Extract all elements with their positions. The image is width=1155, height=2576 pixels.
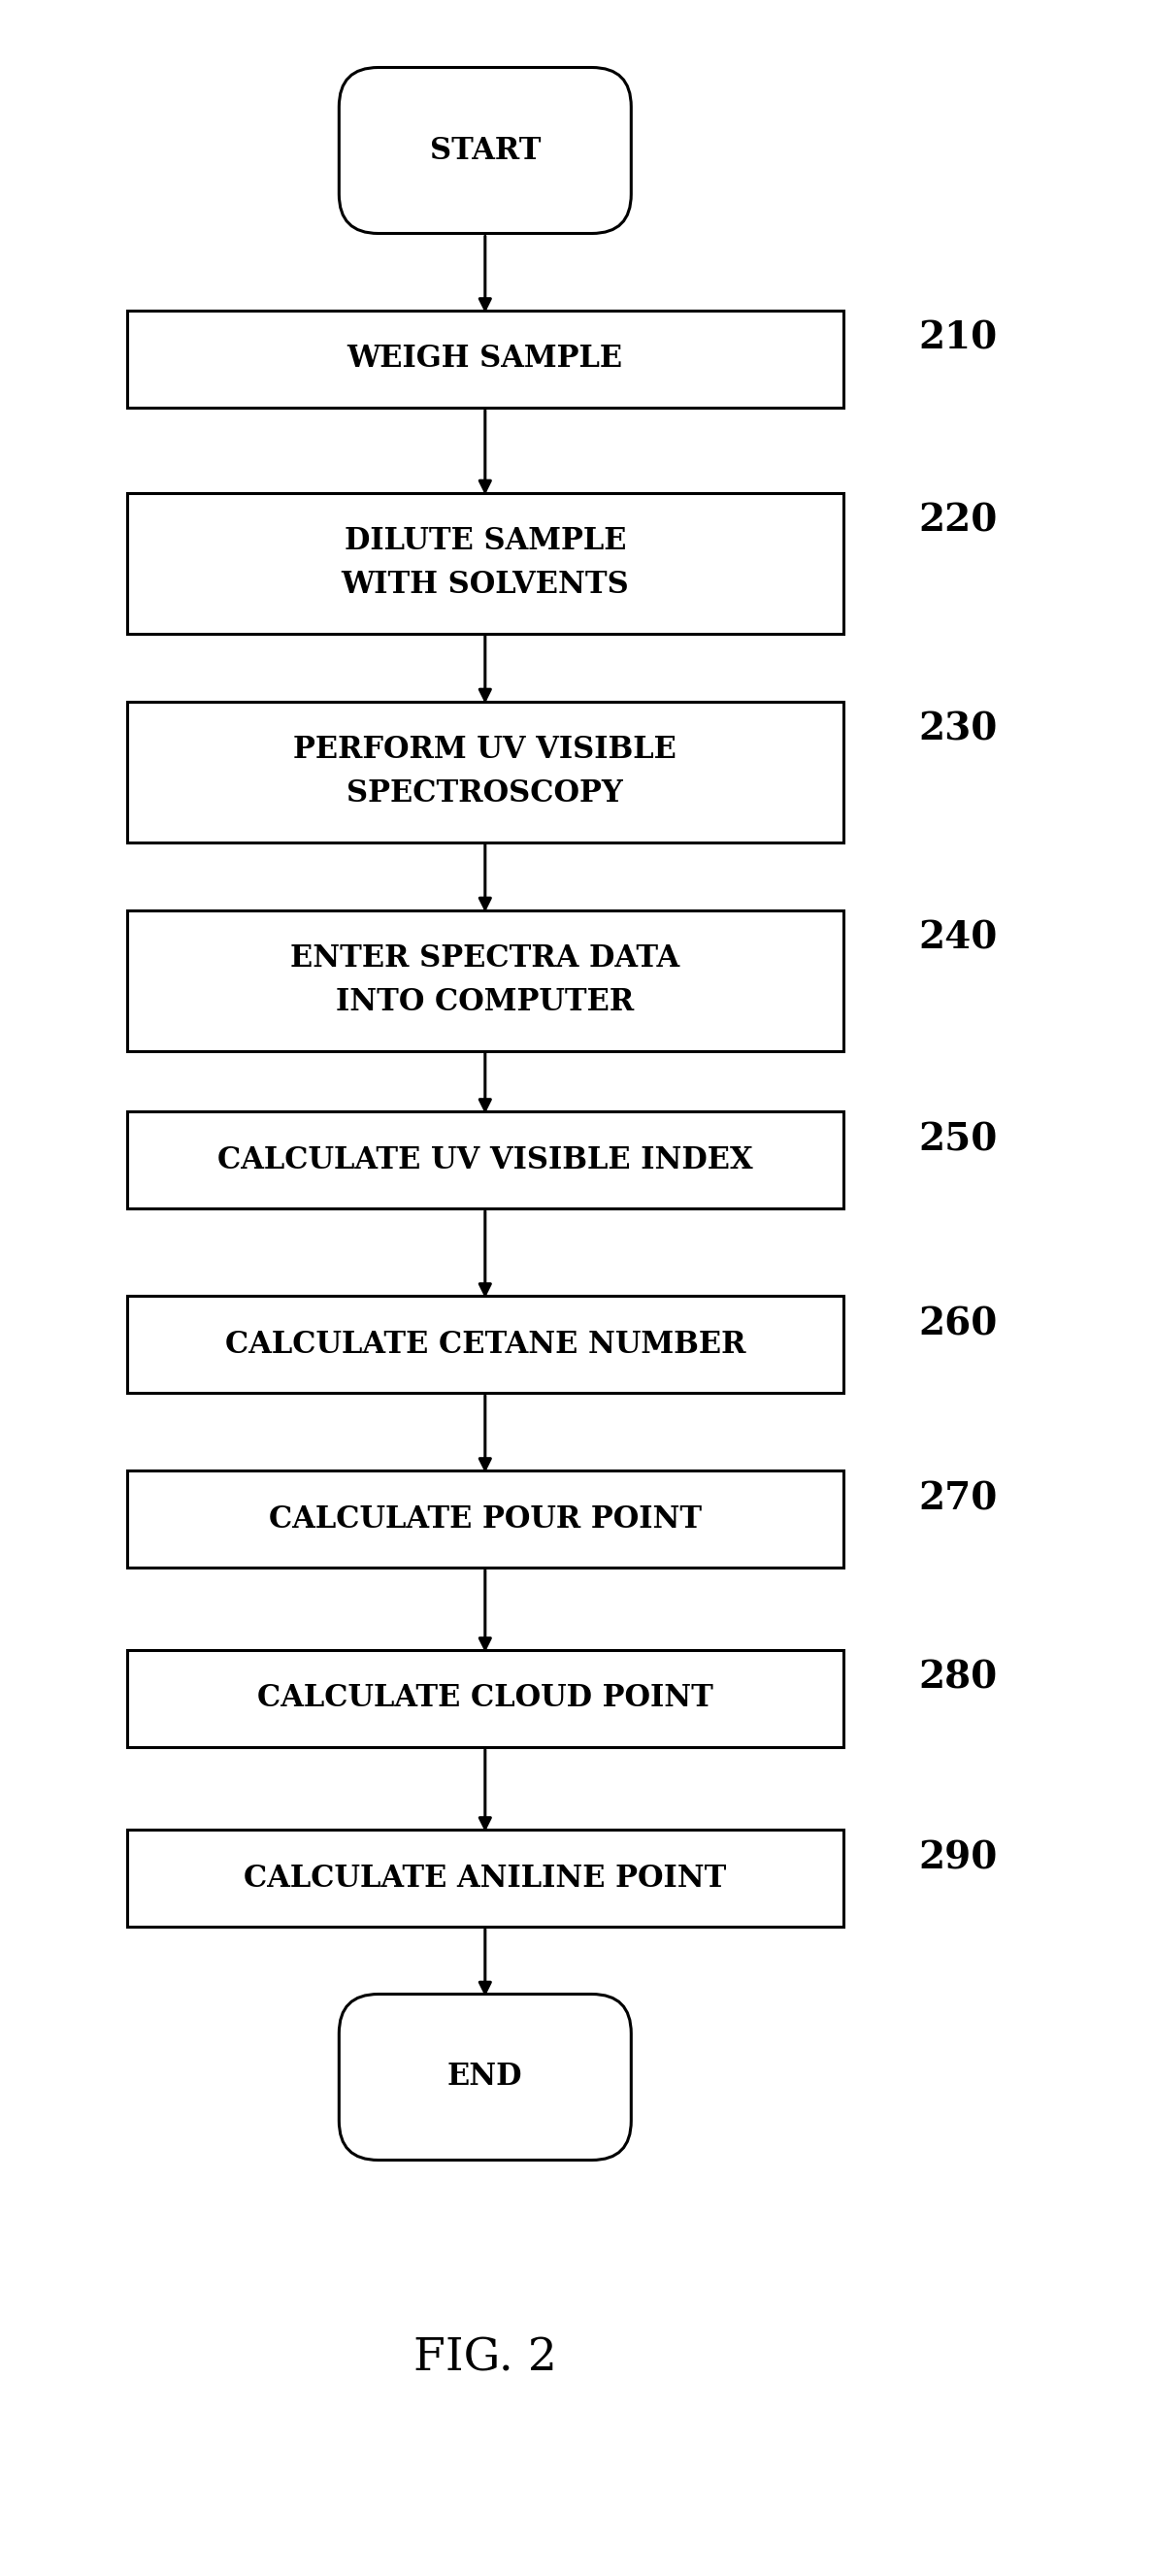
- FancyBboxPatch shape: [127, 1296, 843, 1394]
- Text: CALCULATE UV VISIBLE INDEX: CALCULATE UV VISIBLE INDEX: [217, 1144, 753, 1175]
- FancyBboxPatch shape: [127, 1110, 843, 1208]
- FancyBboxPatch shape: [127, 909, 843, 1051]
- Text: CALCULATE CETANE NUMBER: CALCULATE CETANE NUMBER: [225, 1329, 745, 1360]
- FancyBboxPatch shape: [127, 1651, 843, 1747]
- FancyBboxPatch shape: [127, 1471, 843, 1569]
- Text: CALCULATE POUR POINT: CALCULATE POUR POINT: [269, 1504, 701, 1535]
- Text: WEIGH SAMPLE: WEIGH SAMPLE: [348, 345, 623, 374]
- Text: FIG. 2: FIG. 2: [413, 2336, 557, 2380]
- Text: 210: 210: [918, 319, 997, 358]
- Text: 260: 260: [918, 1306, 997, 1342]
- Text: PERFORM UV VISIBLE
SPECTROSCOPY: PERFORM UV VISIBLE SPECTROSCOPY: [293, 734, 677, 809]
- Text: 220: 220: [918, 502, 997, 538]
- Text: END: END: [447, 2061, 523, 2092]
- Text: 290: 290: [918, 1839, 997, 1875]
- Text: 230: 230: [918, 711, 997, 747]
- Text: 240: 240: [918, 920, 997, 956]
- FancyBboxPatch shape: [127, 701, 843, 842]
- Text: CALCULATE CLOUD POINT: CALCULATE CLOUD POINT: [258, 1685, 713, 1713]
- Text: 250: 250: [918, 1121, 997, 1159]
- FancyBboxPatch shape: [340, 67, 631, 234]
- Text: START: START: [430, 137, 541, 165]
- Text: ENTER SPECTRA DATA
INTO COMPUTER: ENTER SPECTRA DATA INTO COMPUTER: [290, 943, 680, 1018]
- FancyBboxPatch shape: [127, 492, 843, 634]
- FancyBboxPatch shape: [127, 1829, 843, 1927]
- Text: DILUTE SAMPLE
WITH SOLVENTS: DILUTE SAMPLE WITH SOLVENTS: [341, 526, 629, 600]
- Text: 280: 280: [918, 1659, 997, 1698]
- Text: CALCULATE ANILINE POINT: CALCULATE ANILINE POINT: [244, 1862, 726, 1893]
- FancyBboxPatch shape: [127, 312, 843, 407]
- FancyBboxPatch shape: [340, 1994, 631, 2161]
- Text: 270: 270: [918, 1481, 997, 1517]
